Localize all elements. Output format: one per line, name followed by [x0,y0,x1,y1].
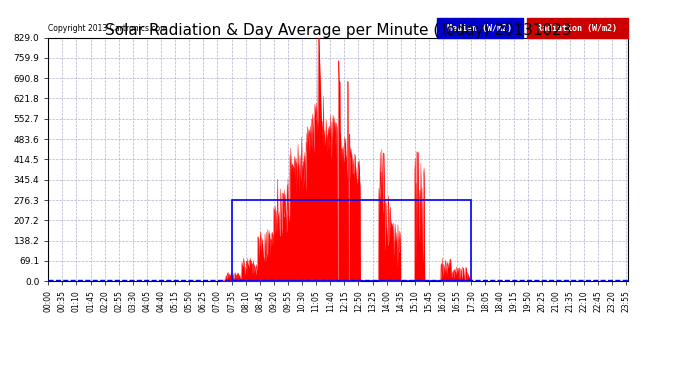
Text: Radiation (W/m2): Radiation (W/m2) [532,24,622,33]
Title: Solar Radiation & Day Average per Minute (Today) 20131023: Solar Radiation & Day Average per Minute… [105,22,571,38]
Text: Median (W/m2): Median (W/m2) [442,24,518,33]
Text: Copyright 2013 Cartronics.com: Copyright 2013 Cartronics.com [48,24,168,33]
Bar [232,200,471,281]
